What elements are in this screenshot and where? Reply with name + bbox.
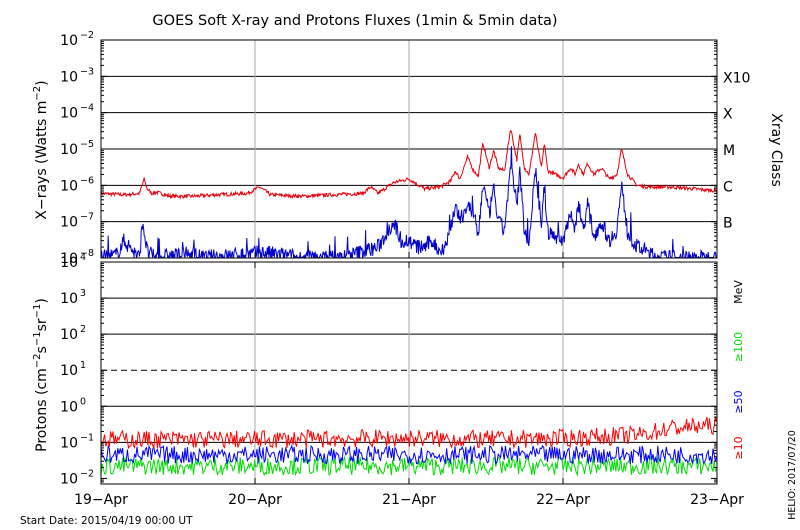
proton-legend-2: ≥100 [732, 332, 745, 362]
chart-title: GOES Soft X-ray and Protons Fluxes (1min… [152, 13, 557, 29]
xray-y-tick-label: 10 [60, 33, 78, 49]
proton-y-tick-label: 10 [60, 471, 78, 487]
proton-y-tick-exponent: 0 [80, 396, 86, 407]
x-tick-label: 22−Apr [536, 492, 590, 508]
proton-y-tick-exponent: 3 [80, 288, 86, 299]
proton-legend-0: ≥10 [732, 436, 745, 459]
xray-y-tick-exponent: −8 [80, 248, 94, 259]
proton-series-line-1 [100, 443, 718, 465]
x-tick-label: 19−Apr [74, 492, 128, 508]
xray-y-tick-exponent: −3 [80, 66, 94, 77]
proton-legend-1: ≥50 [732, 390, 745, 413]
xray-y-tick-exponent: −4 [80, 103, 94, 114]
xray-y-tick-label: 10 [60, 69, 78, 85]
proton-series-line-0 [100, 416, 718, 450]
xray-y-tick-exponent: −2 [80, 30, 94, 41]
proton-y-tick-exponent: −2 [80, 468, 94, 479]
xray-y-tick-label: 10 [60, 215, 78, 231]
xray-series-short-line [100, 146, 717, 260]
proton-series-line-2 [100, 455, 717, 477]
proton-y-tick-exponent: −1 [80, 432, 94, 443]
xray-y-tick-exponent: −6 [80, 175, 94, 186]
proton-y-tick-label: 10 [60, 363, 78, 379]
credit-label: HELIO: 2017/07/20 [787, 430, 798, 520]
proton-y-tick-label: 10 [60, 435, 78, 451]
proton-y-tick-exponent: 2 [80, 324, 86, 335]
xray-y-tick-label: 10 [60, 178, 78, 194]
xray-class-label: X [723, 107, 733, 123]
xray-class-label: M [723, 143, 735, 159]
proton-y-tick-exponent: 1 [80, 360, 86, 371]
proton-y-tick-label: 10 [60, 255, 78, 271]
proton-y-tick-label: 10 [60, 291, 78, 307]
proton-y-tick-exponent: 4 [80, 252, 86, 263]
proton-y-tick-label: 10 [60, 399, 78, 415]
xray-class-label: B [723, 216, 733, 232]
mev-label: MeV [732, 280, 745, 304]
xray-class-label: X10 [723, 70, 750, 86]
x-tick-label: 23−Apr [690, 492, 744, 508]
proton-y-tick-label: 10 [60, 327, 78, 343]
xray-y-tick-label: 10 [60, 142, 78, 158]
xray-y-tick-exponent: −5 [80, 139, 94, 150]
xray-y-tick-exponent: −7 [80, 212, 94, 223]
xray-class-axis-label: Xray Class [768, 113, 784, 187]
proton-y-axis-label: Protons (cm−2s−1sr−1) [32, 298, 50, 452]
x-tick-label: 20−Apr [228, 492, 282, 508]
x-tick-label: 21−Apr [382, 492, 436, 508]
xray-class-label: C [723, 179, 733, 195]
xray-series-long-line [100, 129, 718, 200]
x-axis: 19−Apr 20−Apr 21−Apr 22−Apr 23−Apr [74, 252, 744, 508]
xray-y-tick-label: 10 [60, 106, 78, 122]
xray-y-axis-label: X−rays (Watts m−2) [32, 80, 50, 219]
xray-y-tick-label: 10 [60, 251, 78, 267]
start-date: Start Date: 2015/04/19 00:00 UT [20, 515, 193, 527]
